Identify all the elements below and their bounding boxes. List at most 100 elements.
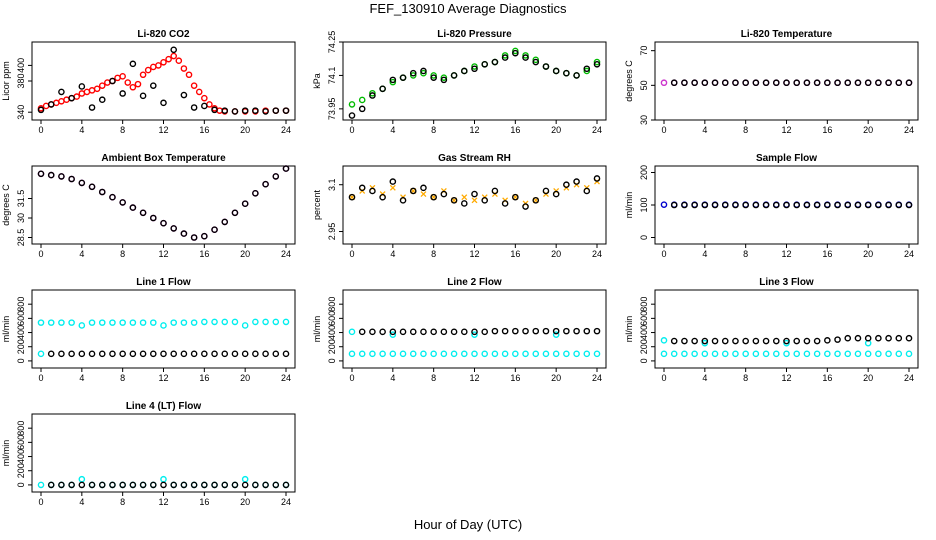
- data-point: [701, 337, 709, 345]
- data-point: [37, 106, 45, 114]
- data-point: [450, 350, 458, 358]
- data-point: [68, 94, 75, 102]
- x-tick-label: 4: [79, 497, 84, 507]
- data-series-2: [348, 328, 560, 338]
- data-point: [37, 170, 45, 178]
- y-tick-label: 400: [16, 325, 26, 340]
- data-point: [241, 475, 249, 483]
- data-point: [170, 481, 178, 489]
- data-point: [783, 79, 790, 87]
- data-point: [752, 337, 760, 345]
- data-point: [155, 62, 162, 69]
- data-point: [119, 350, 126, 358]
- data-point: [160, 219, 167, 227]
- y-tick-label: 600: [16, 435, 26, 450]
- data-point: [88, 183, 96, 191]
- data-point: [732, 350, 739, 358]
- figure-title: FEF_130910 Average Diagnostics: [369, 1, 567, 16]
- x-tick-label: 12: [158, 125, 168, 135]
- data-point: [88, 350, 96, 358]
- data-point: [409, 72, 417, 79]
- x-tick-label: 4: [702, 249, 707, 259]
- data-point: [552, 67, 560, 75]
- chart-panel-7: Line 1 Flow ml/min 0 4 8 12 16 20 24 0 20040060080…: [1, 277, 296, 383]
- data-point: [58, 88, 65, 96]
- y-tick-label: 74.25: [327, 31, 337, 54]
- data-point: [282, 107, 290, 114]
- data-point: [262, 108, 269, 115]
- data-point: [793, 201, 801, 209]
- y-tick-label: 600: [639, 311, 649, 326]
- data-point: [563, 350, 570, 358]
- data-point: [660, 79, 668, 87]
- x-tick-label: 4: [702, 373, 707, 383]
- data-point: [532, 58, 540, 66]
- data-point: [241, 322, 249, 329]
- data-point: [864, 79, 872, 87]
- data-point: [399, 74, 407, 81]
- y-axis-label: ml/min: [312, 316, 322, 343]
- data-point: [201, 481, 208, 489]
- data-series-3: [47, 350, 290, 358]
- y-tick-label: 100: [639, 197, 649, 212]
- data-point: [78, 83, 86, 90]
- x-tick-label: 20: [240, 125, 250, 135]
- chart-panel-4: Ambient Box Temperature degrees C 0 4 8 12 16 2…: [1, 153, 296, 259]
- data-point: [522, 350, 529, 358]
- x-tick-label: 4: [79, 373, 84, 383]
- data-point: [149, 214, 157, 222]
- x-tick-label: 12: [469, 249, 479, 259]
- data-point: [522, 203, 529, 210]
- y-axis-label: percent: [312, 189, 322, 220]
- data-point: [711, 350, 719, 358]
- data-point: [460, 200, 468, 207]
- data-point: [512, 193, 519, 201]
- data-point: [783, 201, 790, 209]
- data-point: [272, 481, 280, 489]
- data-point: [47, 101, 55, 108]
- data-point: [399, 328, 407, 336]
- data-series-2: [37, 46, 290, 115]
- plot-frame: [31, 413, 296, 493]
- x-tick-label: 8: [120, 249, 125, 259]
- x-tick-label: 24: [904, 373, 914, 383]
- x-tick-label: 20: [863, 125, 873, 135]
- data-point: [231, 108, 239, 115]
- y-tick-label: 30: [16, 213, 26, 223]
- chart-panel-9: Line 3 Flow ml/min 0 4 8 12 16 20 24 0 20040060080…: [624, 277, 919, 383]
- data-point: [854, 79, 862, 87]
- data-point: [139, 350, 147, 358]
- x-tick-label: 16: [199, 497, 209, 507]
- data-point: [583, 67, 591, 75]
- data-series-1: [37, 165, 290, 241]
- x-tick-label: 16: [822, 373, 832, 383]
- data-point: [149, 481, 157, 489]
- data-point: [742, 201, 749, 209]
- x-tick-label: 12: [158, 497, 168, 507]
- data-point: [732, 201, 739, 209]
- data-point: [721, 350, 729, 358]
- x-tick-label: 0: [661, 373, 666, 383]
- data-point: [885, 201, 892, 209]
- x-tick-label: 16: [199, 125, 209, 135]
- data-point: [772, 350, 780, 358]
- plot-frame: [342, 41, 607, 121]
- x-tick-label: 8: [120, 125, 125, 135]
- data-point: [109, 193, 116, 201]
- data-point: [211, 106, 218, 114]
- y-axis-label: kPa: [312, 73, 322, 89]
- data-series-1: [349, 178, 600, 207]
- data-point: [711, 79, 719, 87]
- data-point: [190, 350, 198, 358]
- data-point: [170, 46, 178, 54]
- x-tick-label: 24: [281, 373, 291, 383]
- data-point: [844, 79, 852, 87]
- data-point: [389, 76, 397, 84]
- panel-title: Line 1 Flow: [136, 277, 191, 288]
- data-point: [532, 350, 540, 358]
- data-point: [552, 327, 560, 335]
- data-point: [160, 475, 167, 483]
- data-point: [231, 350, 239, 358]
- data-point: [573, 327, 580, 335]
- data-point: [369, 89, 376, 97]
